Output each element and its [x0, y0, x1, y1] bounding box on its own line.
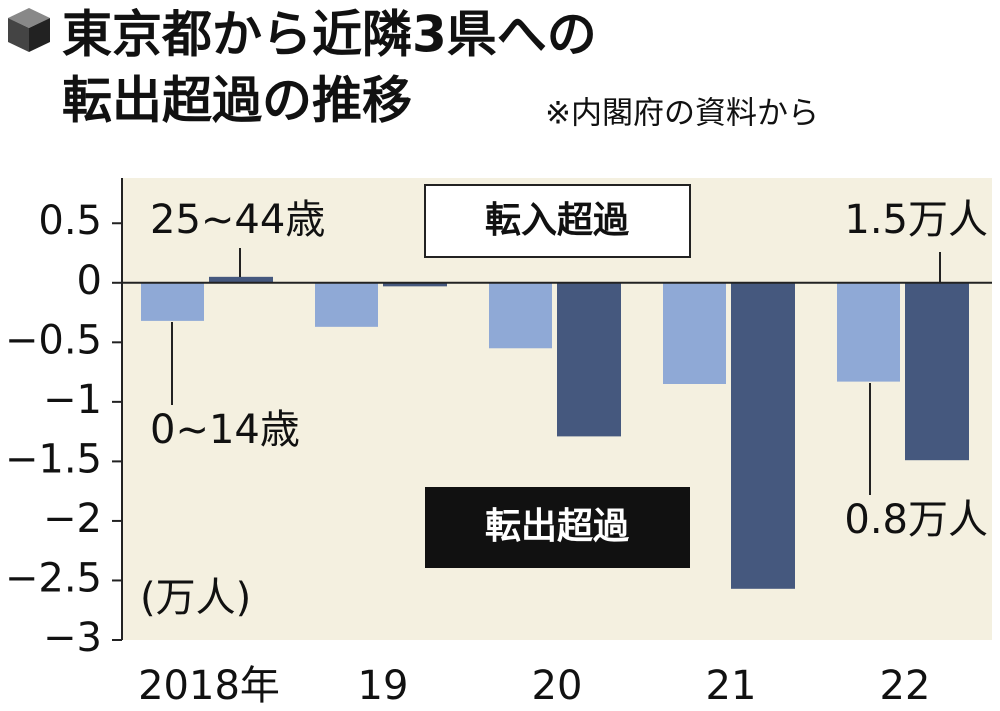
- x-tick-label: 19: [358, 663, 409, 709]
- y-tick-label: −1: [43, 377, 102, 423]
- y-tick-label: 0: [77, 258, 102, 304]
- x-tick-label: 22: [880, 663, 931, 709]
- series-label: 0~14歳: [150, 407, 300, 453]
- y-tick-label: −3: [43, 615, 102, 661]
- label-box: [425, 487, 690, 568]
- y-tick-label: −1.5: [5, 436, 102, 482]
- label-box: [424, 184, 691, 258]
- x-tick-label: 21: [706, 663, 757, 709]
- bar: [315, 282, 378, 327]
- bar: [905, 282, 969, 461]
- annotation: 転出超過: [485, 506, 630, 547]
- bar: [731, 282, 795, 589]
- bar: [383, 282, 447, 287]
- bar: [663, 282, 726, 384]
- annotation: 転入超過: [485, 200, 630, 241]
- y-tick-label: −2: [43, 496, 102, 542]
- x-tick-label: 20: [532, 663, 583, 709]
- bar: [141, 282, 204, 321]
- x-tick-label: 2018年: [138, 663, 280, 709]
- chart-title: 転出超過の推移: [62, 72, 412, 130]
- bar: [209, 276, 273, 283]
- bar: [837, 282, 900, 382]
- bar: [557, 282, 621, 437]
- y-tick-label: −2.5: [5, 555, 102, 601]
- y-tick-label: 0.5: [38, 198, 102, 244]
- cube-icon: [8, 8, 50, 52]
- chart-title: 東京都から近隣3県への: [62, 6, 597, 64]
- bar: [489, 282, 552, 349]
- y-tick-label: −0.5: [5, 317, 102, 363]
- annotation: 1.5万人: [844, 197, 988, 243]
- source-note: ※内閣府の資料から: [545, 96, 819, 132]
- annotation: 0.8万人: [844, 497, 988, 543]
- series-label: 25~44歳: [150, 197, 325, 243]
- unit-label: (万人): [140, 575, 251, 621]
